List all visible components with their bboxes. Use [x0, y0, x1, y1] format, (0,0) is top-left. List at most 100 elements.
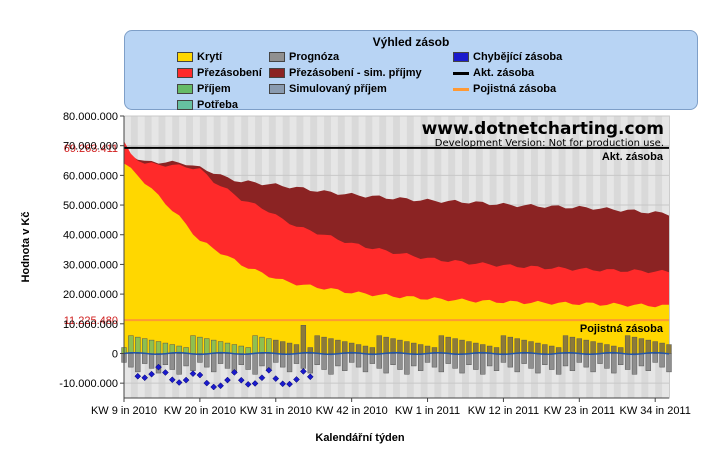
bar-prognoza: [473, 353, 479, 370]
bar-prognoza: [535, 353, 541, 374]
bar-prijem: [569, 336, 576, 354]
marker-chybejici-zasoba: [231, 369, 238, 376]
y-tick-label: 80.000.000: [63, 111, 118, 123]
bar-prijem: [300, 325, 307, 354]
watermark-title: www.dotnetcharting.com: [422, 119, 664, 139]
bar-prognoza: [342, 353, 348, 371]
marker-chybejici-zasoba: [272, 375, 280, 382]
bar-prijem: [286, 342, 293, 354]
legend-label: Pojistná zásoba: [473, 83, 557, 95]
marker-chybejici-zasoba: [155, 363, 162, 371]
bar-prognoza: [362, 353, 369, 373]
legend-item: Chybějící zásoba: [453, 51, 562, 63]
bar-prognoza: [576, 353, 582, 363]
bar-prognoza: [397, 353, 403, 370]
bar-prijem: [493, 347, 500, 354]
bar-prijem: [224, 342, 231, 354]
refline-value: 11.225.480: [64, 315, 118, 327]
bar-prijem: [542, 344, 548, 354]
marker-chybejici-zasoba: [168, 376, 176, 384]
bar-prijem: [535, 342, 541, 354]
bar-prijem: [314, 335, 320, 354]
bar-prognoza: [555, 353, 562, 375]
bar-prijem: [211, 339, 217, 354]
bar-prijem: [383, 336, 389, 354]
bar-prognoza: [162, 353, 169, 366]
x-tick-label: KW 1 in 2011: [395, 405, 460, 417]
bar-prijem: [549, 345, 555, 354]
bar-prognoza: [611, 353, 617, 374]
bar-prijem: [438, 335, 445, 354]
bar-prognoza: [280, 353, 286, 368]
bar-prijem: [362, 345, 369, 354]
legend-swatch: [177, 100, 193, 111]
x-tick-label: KW 23 in 2011: [544, 405, 615, 417]
bar-prognoza: [507, 353, 513, 368]
legend-label: Chybějící zásoba: [473, 51, 563, 63]
legend-label: Prognóza: [289, 51, 340, 63]
marker-chybejici-zasoba: [306, 373, 314, 381]
legend-label: Akt. zásoba: [473, 67, 535, 79]
bar-prijem: [397, 339, 403, 354]
bar-prognoza: [148, 353, 155, 369]
legend-swatch: [269, 84, 285, 95]
legend-item: Příjem: [177, 83, 231, 95]
area-series: [124, 141, 669, 354]
bar-prijem: [348, 342, 355, 354]
legend-item: Pojistná zásoba: [453, 83, 556, 95]
marker-chybejici-zasoba: [141, 374, 149, 382]
bar-prijem: [355, 344, 362, 354]
bar-prognoza: [659, 353, 665, 368]
bar-prijem: [217, 341, 224, 354]
legend-item: Simulovaný příjem: [269, 83, 387, 95]
bar-prijem: [245, 347, 251, 354]
bar-prijem: [583, 339, 589, 354]
bar-prognoza: [259, 353, 265, 367]
legend-label: Simulovaný příjem: [289, 83, 387, 95]
refline-label: Akt. zásoba: [602, 151, 664, 163]
line-simulovany-prijem: [123, 351, 670, 356]
legend-label: Přezásobení - sim. příjmy: [289, 67, 422, 79]
y-tick-label: 20.000.000: [63, 289, 118, 301]
legend-label: Potřeba: [197, 99, 238, 111]
legend-item: Akt. zásoba: [453, 67, 534, 79]
bar-prognoza: [624, 353, 631, 370]
bar-prognoza: [335, 353, 341, 367]
bar-prognoza: [424, 353, 431, 363]
marker-chybejici-zasoba: [162, 369, 169, 376]
bar-prognoza: [411, 353, 417, 367]
area-kryt-: [124, 163, 669, 354]
bar-prognoza: [480, 353, 486, 375]
bar-prognoza: [383, 353, 389, 374]
bar-prognoza: [445, 353, 451, 364]
marker-chybejici-zasoba: [286, 380, 293, 388]
legend-title: Výhled zásob: [372, 35, 450, 49]
marker-chybejici-zasoba: [279, 380, 287, 388]
legend-swatch: [269, 68, 285, 79]
bar-prognoza: [514, 353, 520, 373]
bar-prognoza: [217, 353, 224, 364]
bar-prognoza: [390, 353, 396, 366]
x-tick-label: KW 34 in 2011: [620, 405, 691, 417]
marker-chybejici-zasoba: [182, 376, 190, 384]
bar-prijem: [424, 345, 431, 354]
bar-prognoza: [590, 353, 596, 373]
bar-prijem: [376, 335, 382, 354]
bar-prognoza: [169, 353, 175, 370]
watermark: www.dotnetcharting.com Development Versi…: [422, 119, 664, 149]
bar-prijem: [645, 339, 651, 354]
marker-chybejici-zasoba: [251, 380, 259, 387]
bar-prijem: [204, 338, 210, 354]
y-tick-label: 0: [112, 348, 118, 360]
bar-prognoza: [404, 353, 410, 375]
legend-label: Přezásobení: [197, 67, 262, 79]
legend-swatch: [177, 52, 193, 63]
legend-swatch: [177, 68, 193, 79]
legend-swatch: [453, 52, 469, 63]
x-tick-label: KW 42 in 2010: [316, 405, 388, 417]
legend-label: Krytí: [197, 51, 223, 63]
bar-prijem: [197, 336, 203, 354]
y-tick-label: -10.000.000: [59, 378, 118, 390]
bar-prognoza: [486, 353, 493, 367]
